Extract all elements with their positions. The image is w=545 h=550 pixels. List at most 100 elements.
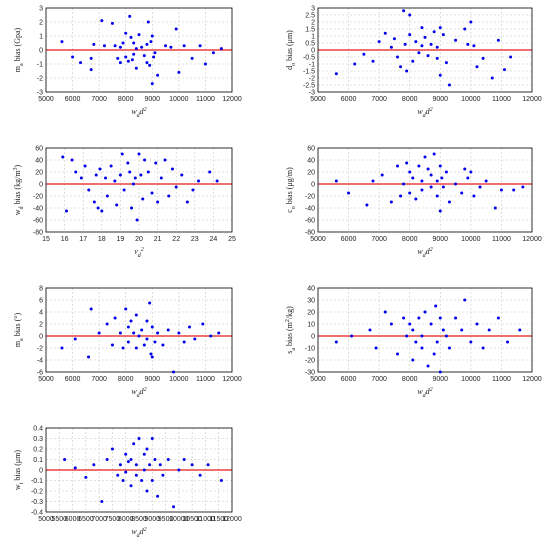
data-point: [142, 468, 146, 472]
data-point: [405, 69, 409, 73]
x-tick-label: 6000: [341, 96, 357, 103]
data-point: [423, 35, 427, 39]
data-point: [438, 316, 442, 320]
data-point: [490, 76, 494, 80]
data-point: [334, 179, 338, 183]
data-point: [460, 328, 464, 332]
data-point: [408, 33, 412, 37]
data-point: [156, 200, 160, 204]
data-point: [402, 316, 406, 320]
data-point: [496, 38, 500, 42]
y-tick-label: -1: [37, 62, 43, 69]
data-point: [432, 152, 436, 156]
data-point: [141, 197, 145, 201]
data-point: [392, 37, 396, 41]
data-point: [92, 463, 96, 467]
x-tick-label: 11000: [196, 516, 215, 523]
data-point: [469, 170, 473, 174]
x-tick-label: 24: [210, 236, 218, 243]
data-point: [131, 182, 135, 186]
data-point: [100, 19, 104, 23]
data-point: [153, 51, 157, 55]
data-point: [420, 188, 424, 192]
data-point: [441, 185, 445, 189]
data-point: [203, 62, 207, 66]
plot-frame: [45, 427, 233, 513]
data-point: [133, 176, 137, 180]
data-point: [150, 479, 154, 482]
data-point: [429, 173, 433, 177]
data-point: [128, 170, 132, 174]
data-point: [475, 65, 479, 69]
data-point: [493, 206, 497, 210]
y-tick-label: 0: [39, 334, 43, 341]
data-point: [426, 364, 430, 368]
x-tick-label: 9000: [144, 96, 160, 103]
y-tick-label: 60: [307, 146, 315, 153]
data-point: [166, 458, 170, 461]
x-tick-label: 10000: [461, 96, 481, 103]
data-point: [435, 179, 439, 183]
data-point: [420, 179, 424, 183]
data-point: [177, 468, 181, 472]
data-point: [395, 55, 399, 59]
y-tick-label: 2: [39, 20, 43, 27]
data-point: [148, 301, 152, 305]
data-point: [444, 61, 448, 65]
y-tick-label: -3: [309, 90, 315, 97]
data-point: [499, 188, 503, 192]
data-point: [161, 473, 165, 477]
data-point: [521, 185, 525, 189]
data-point: [167, 194, 171, 198]
data-point: [60, 40, 64, 44]
data-point: [414, 340, 418, 344]
data-point: [377, 40, 381, 44]
x-tick-label: 7500: [105, 516, 121, 523]
data-point: [148, 63, 152, 67]
data-point: [402, 9, 406, 13]
data-point: [104, 176, 108, 180]
x-tick-label: 7000: [371, 376, 387, 383]
y-tick-label: -2: [37, 76, 43, 83]
data-point: [105, 322, 109, 326]
x-tick-label: 8000: [402, 96, 418, 103]
data-point: [440, 176, 444, 180]
data-point: [423, 155, 427, 159]
x-tick-label: 11000: [492, 96, 511, 103]
data-point: [371, 59, 375, 63]
y-axis-label: ma bias (Gpa): [13, 27, 25, 72]
data-point: [509, 55, 513, 59]
data-point: [198, 473, 202, 477]
y-tick-label: 1: [311, 34, 315, 41]
data-point: [105, 458, 109, 461]
data-point: [460, 191, 464, 195]
x-tick-label: 23: [191, 236, 199, 243]
y-tick-label: 40: [307, 158, 315, 165]
data-point: [89, 56, 93, 60]
y-tick-label: 20: [307, 170, 315, 177]
data-point: [466, 176, 470, 180]
data-point: [71, 55, 75, 59]
data-point: [429, 322, 433, 326]
data-point: [132, 41, 136, 45]
x-tick-label: 5000: [310, 376, 326, 383]
y-tick-label: -0.3: [31, 499, 43, 506]
data-point: [435, 194, 439, 198]
data-point: [156, 494, 160, 498]
data-point: [118, 173, 122, 177]
y-tick-label: 0.1: [33, 457, 43, 464]
data-point: [334, 72, 338, 76]
y-tick-label: 0: [39, 468, 43, 475]
y-tick-label: 0.2: [33, 447, 43, 454]
data-point: [163, 158, 167, 162]
data-point: [134, 473, 138, 477]
data-point: [142, 54, 146, 58]
data-point: [190, 463, 194, 467]
y-tick-label: -6: [37, 370, 43, 377]
data-point: [126, 340, 130, 344]
x-tick-label: 8000: [402, 376, 418, 383]
y-tick-label: 6: [39, 298, 43, 305]
data-point: [177, 331, 181, 335]
data-point: [438, 164, 442, 168]
